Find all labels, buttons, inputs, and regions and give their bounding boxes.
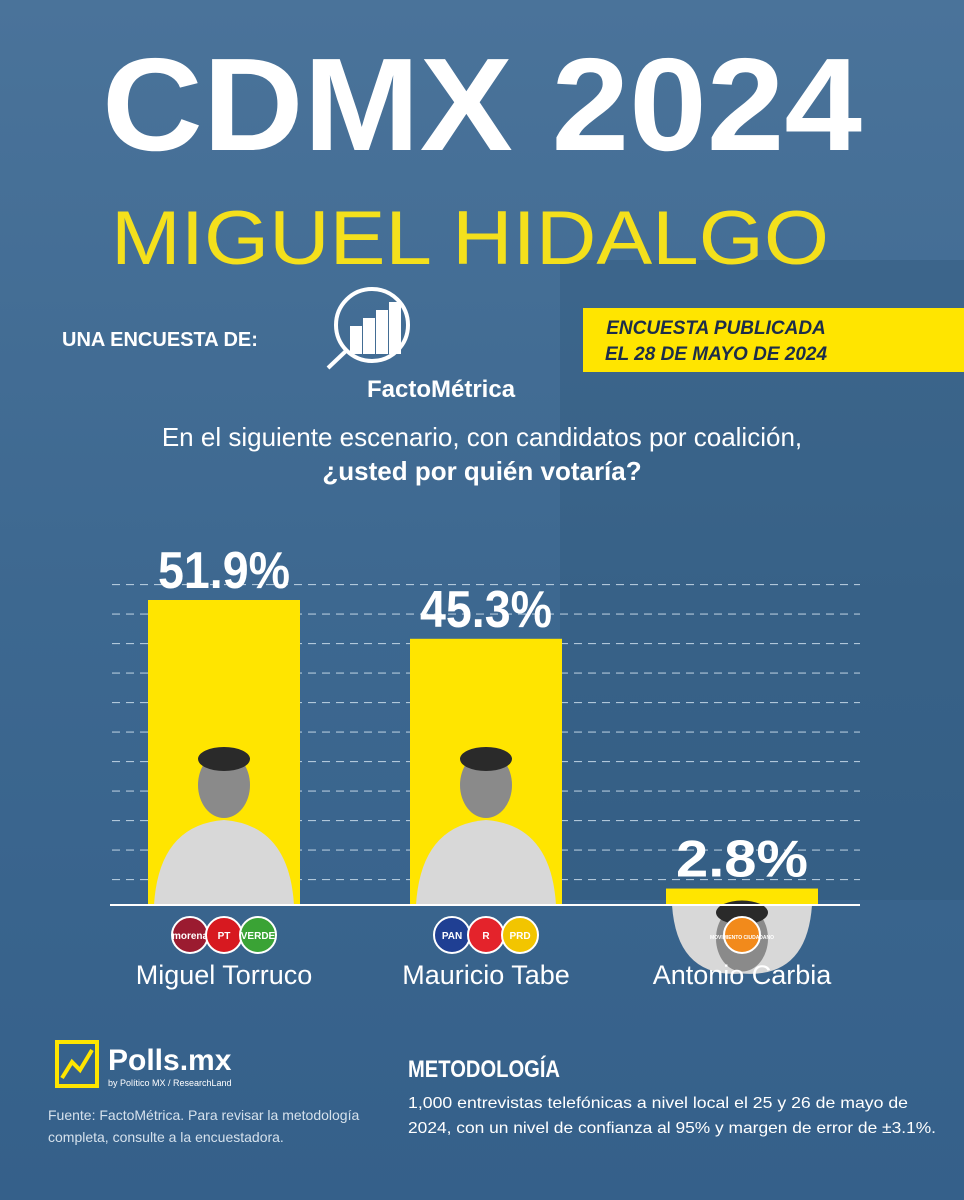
source: completa, consulte a la encuestadora. [48, 1129, 284, 1145]
party-logo [239, 916, 277, 954]
body [416, 820, 556, 905]
published-line: ENCUESTA PUBLICADA [606, 318, 826, 339]
party-name: MOVIMIENTO CIUDADANO [710, 935, 774, 941]
brand-sub: by Político MX / ResearchLand [108, 1078, 232, 1088]
party-logo [501, 916, 539, 954]
candidate-name: Miguel Torruco [136, 960, 313, 990]
hair [198, 747, 250, 771]
candidate-photo [154, 747, 294, 905]
brand: Polls.mx [108, 1044, 232, 1077]
candidate-name: Mauricio Tabe [402, 960, 570, 990]
hair [716, 900, 768, 925]
bar [666, 888, 818, 905]
value-label: 45.3% [420, 581, 552, 639]
value-label: 2.8% [676, 831, 808, 889]
candidate-photo [416, 747, 556, 905]
methodology-title: METODOLOGÍA [408, 1055, 560, 1083]
plot: 51.9% morena PT VERDE Miguel Torruco 45.3% PAN… [136, 542, 833, 990]
candidate-name: Antonio Carbia [653, 960, 833, 990]
body [154, 820, 294, 905]
party-name: PAN [442, 931, 462, 942]
party-name: PRD [509, 931, 530, 942]
party-logo [723, 916, 761, 954]
question: ¿usted por quién votaría? [322, 456, 641, 486]
party-name: VERDE [241, 931, 276, 942]
methodology: 2024, con un nivel de confianza al 95% y… [408, 1120, 936, 1137]
subtitle: MIGUEL HIDALGO [111, 196, 829, 281]
hair [460, 747, 512, 771]
value-label: 51.9% [158, 542, 290, 600]
survey-label: UNA ENCUESTA DE: [62, 329, 258, 351]
party-name: PT [218, 931, 231, 942]
pollster-logo [326, 287, 410, 370]
pollster-name: FactoMétrica [367, 376, 516, 403]
methodology: 1,000 entrevistas telefónicas a nivel lo… [408, 1095, 908, 1112]
published-line: EL 28 DE MAYO DE 2024 [605, 344, 828, 365]
party-name: R [482, 931, 490, 942]
source: Fuente: FactoMétrica. Para revisar la me… [48, 1107, 359, 1123]
party-name: morena [172, 931, 209, 942]
title: CDMX 2024 [102, 31, 862, 178]
published-box [583, 308, 964, 372]
brand-logo [55, 1040, 99, 1088]
question: En el siguiente escenario, con candidato… [162, 422, 802, 452]
